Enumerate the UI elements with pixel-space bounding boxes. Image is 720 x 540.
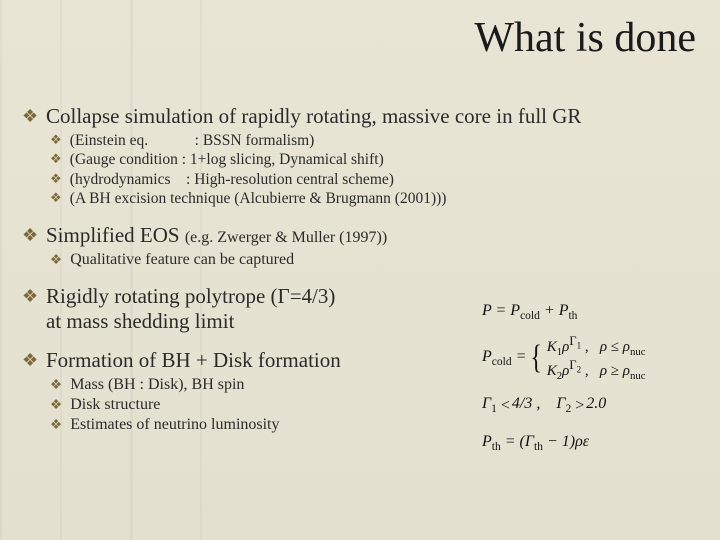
l2-text: (Gauge condition : 1+log slicing, Dynami… [70,150,384,169]
l2-text: (hydrodynamics : High-resolution central… [70,170,394,189]
diamond-icon: ❖ [50,131,62,149]
bullet-l2: ❖ (A BH excision technique (Alcubierre &… [50,189,702,208]
diamond-icon: ❖ [22,223,38,248]
l1-text-pre: Simplified EOS [46,223,185,247]
diamond-icon: ❖ [50,250,62,269]
diamond-icon: ❖ [50,415,62,434]
slide-title: What is done [474,14,696,62]
l1-text-small: (e.g. Zwerger & Muller (1997)) [185,229,387,246]
l1-text: Simplified EOS (e.g. Zwerger & Muller (1… [46,223,387,248]
eq-p-sum: P = Pcold + Pth [482,296,698,328]
diamond-icon: ❖ [50,170,62,188]
l1c-line2: at mass shedding limit [46,309,234,333]
eq-gamma-rel: Γ1 < 4/3 , Γ2 > 2.0 [482,389,698,421]
l2-text: (Einstein eq. : BSSN formalism) [70,131,315,150]
bullet-l1-collapse: ❖ Collapse simulation of rapidly rotatin… [22,104,702,129]
diamond-icon: ❖ [22,348,38,373]
bullet-l2: ❖ (Gauge condition : 1+log slicing, Dyna… [50,150,702,169]
l2-text: Qualitative feature can be captured [70,250,294,270]
equation-panel: P = Pcold + Pth Pcold = { K1ρΓ1 , ρ ≤ ρn… [482,296,698,465]
l1-text: Formation of BH + Disk formation [46,348,341,373]
l2-text: (A BH excision technique (Alcubierre & B… [70,189,447,208]
diamond-icon: ❖ [50,189,62,207]
diamond-icon: ❖ [22,284,38,309]
l1-text: Collapse simulation of rapidly rotating,… [46,104,581,129]
l1c-line1: Rigidly rotating polytrope (Γ=4/3) [46,284,335,308]
bullet-l1-polytrope: ❖ Rigidly rotating polytrope (Γ=4/3) at … [22,284,392,334]
bullet-l2: ❖ Qualitative feature can be captured [50,250,702,270]
bullet-l1-eos: ❖ Simplified EOS (e.g. Zwerger & Muller … [22,223,702,248]
slide: What is done ❖ Collapse simulation of ra… [0,0,720,540]
diamond-icon: ❖ [22,104,38,129]
eq-pcold: Pcold = { K1ρΓ1 , ρ ≤ ρnuc K2ρΓ2 , ρ ≥ ρ… [482,334,698,383]
l2-text: Disk structure [70,395,160,415]
l1-text: Rigidly rotating polytrope (Γ=4/3) at ma… [46,284,335,334]
l2-text: Mass (BH : Disk), BH spin [70,375,244,395]
l2-text: Estimates of neutrino luminosity [70,415,279,435]
diamond-icon: ❖ [50,150,62,168]
bullet-l2: ❖ (hydrodynamics : High-resolution centr… [50,170,702,189]
diamond-icon: ❖ [50,375,62,394]
eq-pth: Pth = (Γth − 1)ρε [482,427,698,459]
bullet-l1-bhdisk: ❖ Formation of BH + Disk formation [22,348,392,373]
diamond-icon: ❖ [50,395,62,414]
bullet-l2: ❖ (Einstein eq. : BSSN formalism) [50,131,702,150]
